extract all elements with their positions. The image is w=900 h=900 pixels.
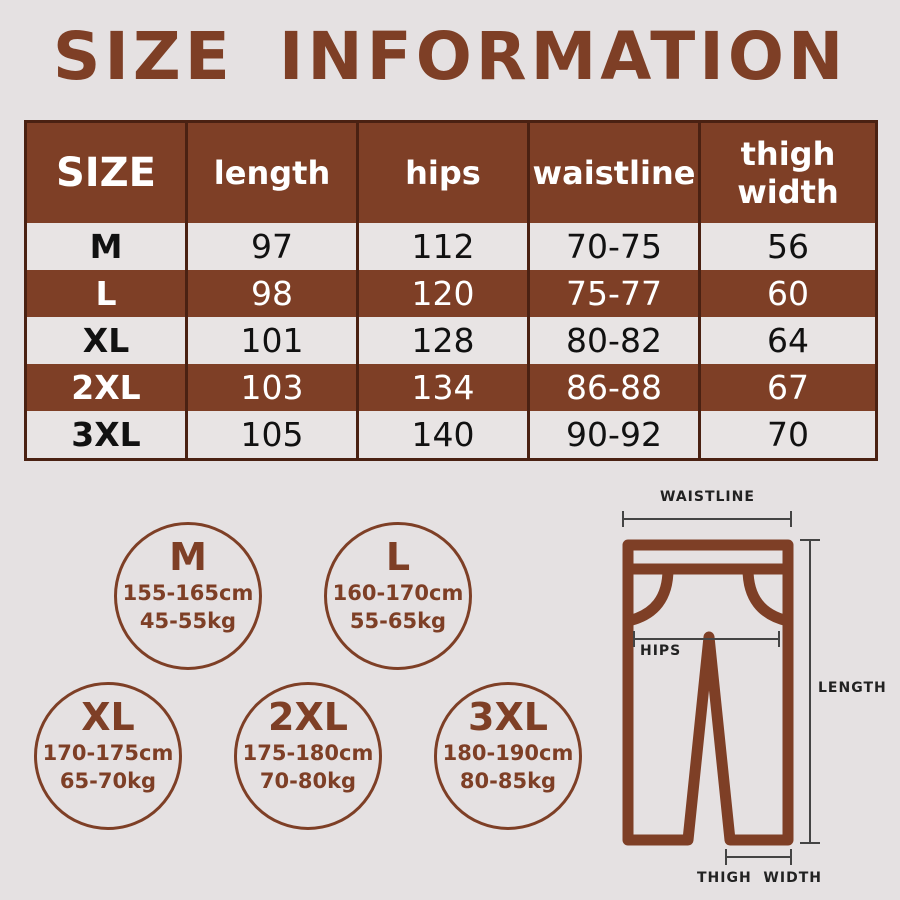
recommendation-height: 155-165cm xyxy=(122,581,254,605)
size-table: SIZE length hips waistline thigh width M… xyxy=(24,120,878,461)
recommendation-size: XL xyxy=(81,695,135,739)
size-cell: 3XL xyxy=(24,411,188,460)
waistline-label: WAISTLINE xyxy=(660,489,755,505)
table-row: L 98 120 75-77 60 xyxy=(24,270,878,317)
recommendation-size: 2XL xyxy=(268,695,348,739)
page-title: SIZE INFORMATION xyxy=(52,18,848,95)
value-cell: 80-82 xyxy=(527,317,701,364)
value-cell: 120 xyxy=(356,270,530,317)
header-thigh-width: thigh width xyxy=(698,121,878,223)
value-cell: 75-77 xyxy=(527,270,701,317)
value-cell: 64 xyxy=(698,317,878,364)
recommendation-weight: 70-80kg xyxy=(259,769,357,793)
size-cell: L xyxy=(24,270,188,317)
size-cell: M xyxy=(24,223,188,270)
value-cell: 86-88 xyxy=(527,364,701,411)
size-recommendation-badge: 2XL 175-180cm 70-80kg xyxy=(234,682,382,830)
header-waistline: waistline xyxy=(527,121,701,223)
recommendation-size: L xyxy=(385,535,411,579)
value-cell: 140 xyxy=(356,411,530,460)
size-cell: 2XL xyxy=(24,364,188,411)
recommendation-size: 3XL xyxy=(468,695,548,739)
recommendation-weight: 55-65kg xyxy=(349,609,447,633)
value-cell: 134 xyxy=(356,364,530,411)
size-recommendation-badge: 3XL 180-190cm 80-85kg xyxy=(434,682,582,830)
recommendation-weight: 80-85kg xyxy=(459,769,557,793)
value-cell: 112 xyxy=(356,223,530,270)
header-size: SIZE xyxy=(24,121,188,223)
size-recommendation-badge: M 155-165cm 45-55kg xyxy=(114,522,262,670)
thigh-width-label: THIGH WIDTH xyxy=(697,870,822,886)
table-row: XL 101 128 80-82 64 xyxy=(24,317,878,364)
recommendation-height: 160-170cm xyxy=(332,581,464,605)
value-cell: 105 xyxy=(185,411,359,460)
value-cell: 128 xyxy=(356,317,530,364)
recommendation-weight: 45-55kg xyxy=(139,609,237,633)
recommendation-height: 180-190cm xyxy=(442,741,574,765)
value-cell: 70 xyxy=(698,411,878,460)
value-cell: 103 xyxy=(185,364,359,411)
table-row: M 97 112 70-75 56 xyxy=(24,223,878,270)
value-cell: 67 xyxy=(698,364,878,411)
value-cell: 56 xyxy=(698,223,878,270)
size-cell: XL xyxy=(24,317,188,364)
recommendation-height: 170-175cm xyxy=(42,741,174,765)
value-cell: 101 xyxy=(185,317,359,364)
size-recommendation-badge: L 160-170cm 55-65kg xyxy=(324,522,472,670)
value-cell: 98 xyxy=(185,270,359,317)
recommendation-height: 175-180cm xyxy=(242,741,374,765)
table-row: 3XL 105 140 90-92 70 xyxy=(24,411,878,460)
table-row: 2XL 103 134 86-88 67 xyxy=(24,364,878,411)
value-cell: 70-75 xyxy=(527,223,701,270)
recommendation-size: M xyxy=(169,535,207,579)
header-length: length xyxy=(185,121,359,223)
hips-label: HIPS xyxy=(640,643,682,659)
size-recommendation-badge: XL 170-175cm 65-70kg xyxy=(34,682,182,830)
length-label: LENGTH xyxy=(818,680,887,696)
value-cell: 90-92 xyxy=(527,411,701,460)
header-hips: hips xyxy=(356,121,530,223)
value-cell: 60 xyxy=(698,270,878,317)
recommendation-weight: 65-70kg xyxy=(59,769,157,793)
table-header: SIZE length hips waistline thigh width xyxy=(24,121,878,223)
pants-icon xyxy=(622,539,794,846)
value-cell: 97 xyxy=(185,223,359,270)
